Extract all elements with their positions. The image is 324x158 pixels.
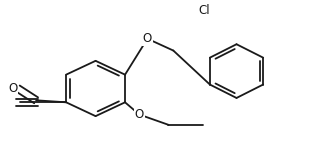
Text: O: O: [143, 32, 152, 45]
Text: O: O: [135, 108, 144, 121]
Text: Cl: Cl: [198, 4, 210, 17]
Text: O: O: [8, 82, 17, 95]
